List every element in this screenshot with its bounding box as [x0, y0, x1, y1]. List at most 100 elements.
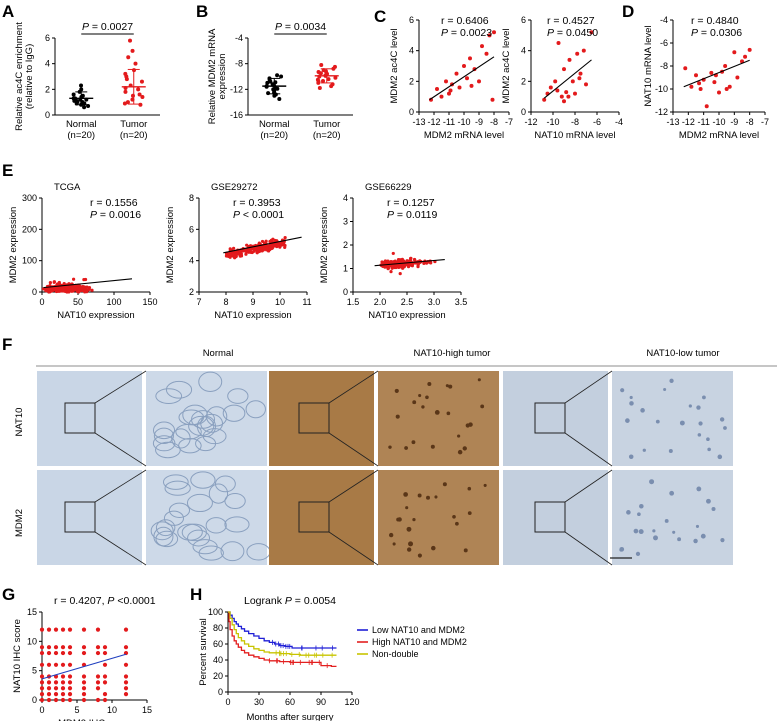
- y-tick-label: 6: [45, 33, 50, 43]
- cell-nucleus: [642, 448, 646, 452]
- data-point: [67, 662, 73, 667]
- y-tick-label: 100: [208, 607, 223, 617]
- data-point: [326, 77, 331, 82]
- data-point: [102, 680, 108, 685]
- correlation-r-label: r = 0.1556: [90, 197, 138, 209]
- cell-nucleus: [417, 553, 422, 558]
- x-tick-label: -10: [712, 117, 725, 127]
- y-tick-label: 6: [409, 15, 414, 25]
- data-point: [126, 55, 131, 60]
- y-axis-label: MDM2 ac4C level: [501, 29, 512, 104]
- data-point: [39, 650, 45, 656]
- y-tick-label: 0: [218, 687, 223, 697]
- p-value-label: P = 0.0119: [387, 209, 437, 221]
- legend-label: Non-double: [372, 649, 419, 659]
- cell-nucleus: [442, 482, 447, 487]
- tissue-structure: [164, 480, 191, 496]
- x-tick-label: 3.5: [455, 297, 468, 307]
- data-point: [39, 697, 45, 703]
- cell-nucleus: [480, 404, 485, 409]
- data-point: [247, 248, 251, 252]
- data-point: [67, 697, 73, 703]
- legend-label: Low NAT10 and MDM2: [372, 625, 465, 635]
- data-point: [484, 51, 489, 56]
- cell-nucleus: [397, 517, 402, 522]
- data-point: [391, 264, 395, 268]
- data-point: [140, 95, 145, 100]
- data-point: [490, 97, 495, 102]
- y-tick-label: 4: [189, 256, 194, 266]
- data-point: [275, 86, 280, 91]
- data-point: [123, 692, 129, 697]
- x-tick-label: -11: [443, 117, 455, 127]
- tissue-structure: [150, 521, 174, 541]
- y-tick-label: 0: [343, 287, 348, 297]
- x-tick-label: 2.0: [374, 297, 387, 307]
- p-letter: P: [82, 21, 89, 33]
- y-tick-label: 60: [213, 639, 223, 649]
- ihc-micrograph-grid: Normal NAT10-high tumor NAT10-low tumor …: [14, 348, 777, 566]
- data-point: [60, 680, 66, 685]
- tissue-structure: [198, 371, 223, 392]
- data-point: [316, 70, 321, 75]
- data-point: [48, 280, 52, 285]
- tissue-structure: [200, 413, 223, 433]
- data-point: [233, 252, 237, 256]
- tissue-structure: [245, 400, 266, 419]
- ihc-zoom-image-high-nat10: [378, 371, 499, 466]
- y-tick-label: -8: [660, 61, 668, 71]
- tissue-structure: [227, 388, 249, 404]
- cell-nucleus: [452, 514, 456, 519]
- data-point: [724, 87, 729, 91]
- data-point: [429, 261, 433, 265]
- panel-label-e: E: [2, 161, 13, 180]
- ihc-zoom-image-high-mdm2: [378, 470, 499, 565]
- cell-nucleus: [406, 547, 412, 552]
- data-point: [391, 251, 395, 256]
- data-point: [556, 41, 561, 45]
- x-axis-label: NAT10 expression: [368, 310, 445, 321]
- cell-nucleus: [706, 437, 710, 442]
- data-point: [252, 249, 256, 254]
- cell-nucleus: [477, 378, 481, 382]
- cell-nucleus: [483, 483, 487, 487]
- cell-nucleus: [696, 405, 701, 410]
- regression-line: [41, 653, 127, 680]
- zoom-region-box: [64, 501, 96, 533]
- x-tick-label: 0: [39, 705, 44, 715]
- data-point: [562, 67, 566, 72]
- cell-nucleus: [723, 426, 727, 430]
- y-tick-label: -8: [235, 59, 243, 69]
- data-point: [468, 56, 472, 61]
- x-tick-label: 50: [73, 297, 83, 307]
- data-point: [53, 692, 59, 697]
- tissue-structure: [165, 380, 193, 399]
- cell-nucleus: [467, 511, 472, 516]
- zoom-connector: [328, 370, 379, 404]
- tissue-structure: [168, 502, 191, 518]
- survival-curve: [228, 611, 337, 668]
- x-tick-label: 5: [74, 705, 79, 715]
- data-point: [283, 236, 287, 240]
- data-point: [409, 256, 413, 260]
- y-axis-label: MDM2 ac4C level: [389, 29, 400, 104]
- zoom-region-box: [298, 402, 330, 434]
- tissue-structure: [152, 435, 176, 452]
- y-tick-label: 300: [22, 193, 37, 203]
- cell-nucleus: [697, 433, 702, 437]
- zoom-connector: [564, 370, 613, 404]
- x-tick-label: -8: [490, 117, 498, 127]
- cell-nucleus: [404, 446, 408, 450]
- tissue-structure: [163, 510, 185, 526]
- data-point: [683, 66, 688, 71]
- data-point: [39, 674, 45, 679]
- data-point: [95, 686, 101, 691]
- data-point: [81, 650, 87, 656]
- data-point: [46, 627, 52, 632]
- y-tick-label: 2: [521, 76, 526, 86]
- p-letter: P: [691, 27, 698, 39]
- data-point: [268, 79, 273, 84]
- x-tick-label: 3.0: [428, 297, 441, 307]
- data-point: [60, 692, 66, 697]
